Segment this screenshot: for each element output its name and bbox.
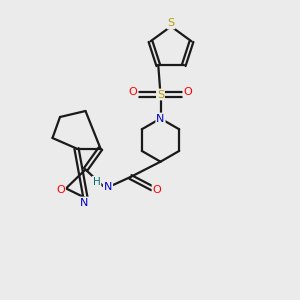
Text: N: N: [156, 113, 165, 124]
Text: O: O: [183, 87, 192, 97]
Text: O: O: [129, 87, 138, 97]
Text: O: O: [152, 185, 161, 195]
Text: N: N: [80, 197, 88, 208]
Text: N: N: [104, 182, 112, 193]
Text: S: S: [167, 18, 175, 28]
Text: H: H: [93, 177, 101, 187]
Text: S: S: [157, 89, 164, 100]
Text: O: O: [56, 185, 65, 195]
